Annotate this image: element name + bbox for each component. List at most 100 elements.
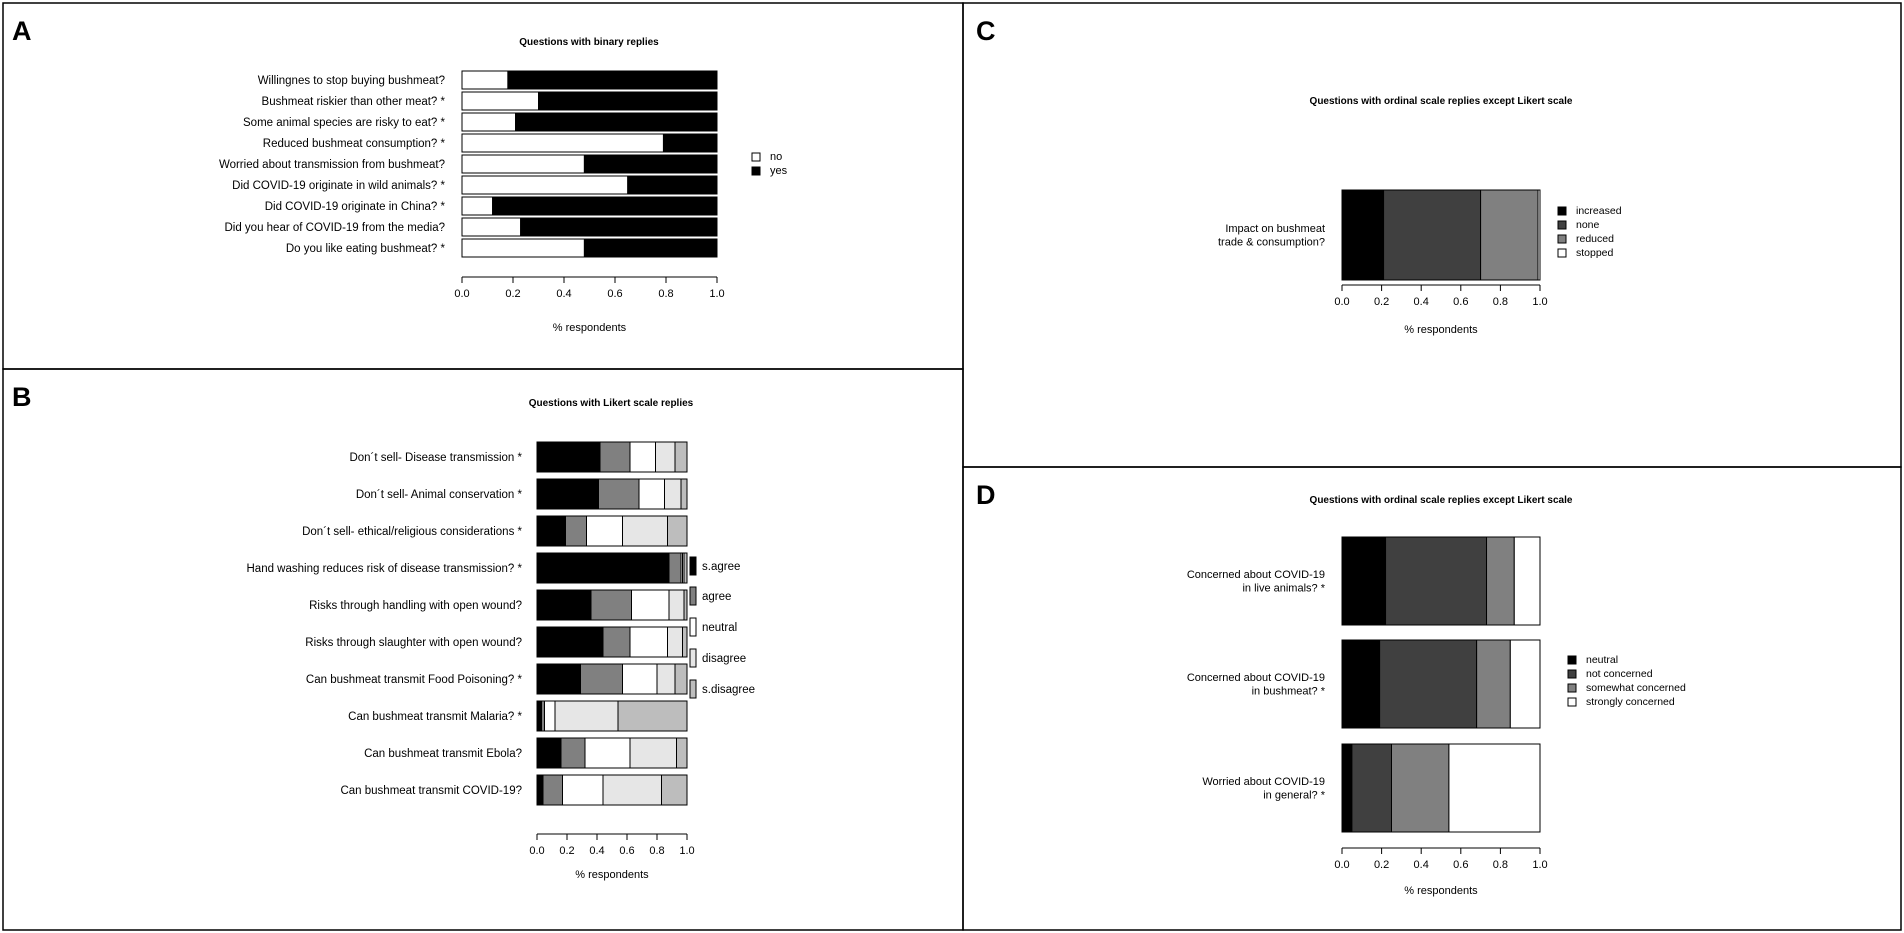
legend-swatch-disagree — [689, 648, 697, 668]
bar-segment-no — [461, 154, 585, 174]
x-tick-label: 1.0 — [709, 288, 724, 300]
bar-segment-neutral — [1341, 639, 1381, 729]
bar-segment-disagree — [668, 589, 685, 621]
bar-segment-s-disagree — [617, 700, 688, 732]
category-label: Risks through slaughter with open wound? — [305, 637, 522, 649]
legend-label-s-agree: s.agree — [702, 561, 740, 573]
bar-segment-s-disagree — [683, 589, 688, 621]
bar-segment-s-disagree — [683, 552, 688, 584]
bar-segment-neutral — [584, 737, 631, 769]
legend-label-s-disagree: s.disagree — [702, 684, 755, 696]
bar-segment-agree — [590, 589, 632, 621]
category-label: Concerned about COVID-19 in bushmeat? * — [1187, 672, 1326, 698]
bar-segment-s-agree — [536, 737, 562, 769]
panel-d-border — [962, 466, 1902, 931]
category-label: Don´t sell- Animal conservation * — [356, 489, 523, 501]
bar-segment-reduced — [1480, 189, 1539, 281]
bar-segment-yes — [515, 112, 718, 132]
legend-label-increased: increased — [1576, 205, 1622, 217]
legend-label-somewhat-concerned: somewhat concerned — [1586, 682, 1686, 694]
bar-segment-agree — [602, 626, 631, 658]
bar-segment-s-disagree — [674, 441, 688, 473]
category-label: Do you like eating bushmeat? * — [286, 243, 446, 255]
legend-label-not-concerned: not concerned — [1586, 668, 1653, 680]
bar-segment-agree — [598, 478, 640, 510]
bar-segment-strongly-concerned — [1509, 639, 1541, 729]
bar-segment-s-disagree — [680, 478, 688, 510]
bar-segment-disagree — [602, 774, 662, 806]
x-axis-title: % respondents — [1404, 885, 1478, 897]
x-tick-label: 0.0 — [1334, 859, 1349, 871]
bar-segment-agree — [668, 552, 682, 584]
x-tick-label: 0.2 — [1374, 296, 1389, 308]
legend-swatch-s-disagree — [689, 679, 697, 699]
legend-label-agree: agree — [702, 591, 731, 603]
bar-segment-yes — [507, 70, 718, 90]
chart-title: Questions with Likert scale replies — [529, 398, 694, 409]
legend-label-no: no — [770, 151, 782, 163]
bar-segment-agree — [542, 774, 563, 806]
bar-segment-agree — [560, 737, 586, 769]
bar-segment-strongly-concerned — [1513, 536, 1541, 626]
bar-segment-s-disagree — [667, 515, 688, 547]
bar-segment-neutral — [562, 774, 604, 806]
category-label: Hand washing reduces risk of disease tra… — [247, 563, 523, 575]
x-axis-title: % respondents — [575, 869, 649, 881]
legend-swatch-stopped — [1557, 248, 1567, 258]
bar-segment-s-disagree — [661, 774, 688, 806]
legend-swatch-yes — [751, 166, 761, 176]
category-label: Willingnes to stop buying bushmeat? — [258, 75, 445, 87]
bar-segment-s-agree — [536, 700, 542, 732]
legend-swatch-not-concerned — [1567, 669, 1577, 679]
panel-c-letter: C — [976, 16, 996, 46]
x-tick-label: 0.6 — [619, 845, 634, 857]
bar-segment-neutral — [586, 515, 623, 547]
category-label: Reduced bushmeat consumption? * — [263, 138, 446, 150]
x-tick-label: 0.8 — [658, 288, 673, 300]
chart-a-binary-replies: Questions with binary replies Willingnes … — [219, 37, 788, 334]
legend-swatch-neutral — [1567, 655, 1577, 665]
bar-segment-yes — [492, 196, 718, 216]
bar-segment-s-agree — [536, 626, 604, 658]
x-tick-label: 0.6 — [1453, 296, 1468, 308]
bar-segment-yes — [662, 133, 718, 153]
bar-segment-neutral — [622, 663, 658, 695]
category-label: Did COVID-19 originate in wild animals? … — [232, 180, 445, 192]
bar-segment-stopped — [1537, 189, 1541, 281]
bar-segment-agree — [599, 441, 631, 473]
chart-c-ordinal-replies: Questions with ordinal scale replies exc… — [1218, 96, 1622, 336]
x-axis-title: % respondents — [553, 322, 627, 334]
x-tick-label: 0.4 — [556, 288, 571, 300]
chart-b-likert-replies: Questions with Likert scale replies Don´t… — [247, 398, 756, 881]
category-label: Can bushmeat transmit Food Poisoning? * — [306, 674, 523, 686]
legend-swatch-reduced — [1557, 234, 1567, 244]
bar-segment-yes — [583, 154, 718, 174]
bar-segment-neutral — [1341, 743, 1353, 833]
chart-title: Questions with ordinal scale replies exc… — [1310, 495, 1573, 506]
legend-swatch-increased — [1557, 206, 1567, 216]
x-tick-label: 0.6 — [607, 288, 622, 300]
bar-segment-agree — [580, 663, 623, 695]
bar-segment-s-disagree — [676, 737, 688, 769]
legend-label-neutral: neutral — [1586, 654, 1618, 666]
bar-segment-no — [461, 70, 509, 90]
legend-label-disagree: disagree — [702, 653, 746, 665]
bar-segment-s-agree — [536, 589, 592, 621]
legend-label-reduced: reduced — [1576, 233, 1614, 245]
bar-segment-disagree — [655, 441, 676, 473]
chart-d-ordinal-replies: Questions with ordinal scale replies exc… — [1187, 495, 1686, 897]
legend-label-yes: yes — [770, 165, 788, 177]
bar-segment-no — [461, 196, 494, 216]
x-tick-label: 0.4 — [589, 845, 604, 857]
legend-swatch-s-agree — [689, 556, 697, 576]
category-label: Concerned about COVID-19 in live animals?… — [1187, 569, 1326, 595]
bar-segment-disagree — [664, 478, 682, 510]
category-label: Worried about COVID-19 in general? * — [1202, 776, 1325, 802]
category-label: Don´t sell- ethical/religious considerat… — [302, 526, 522, 538]
legend-label-stopped: stopped — [1576, 247, 1614, 259]
category-label: Don´t sell- Disease transmission * — [349, 452, 522, 464]
bar-segment-not-concerned — [1385, 536, 1488, 626]
x-tick-label: 0.8 — [1493, 859, 1508, 871]
